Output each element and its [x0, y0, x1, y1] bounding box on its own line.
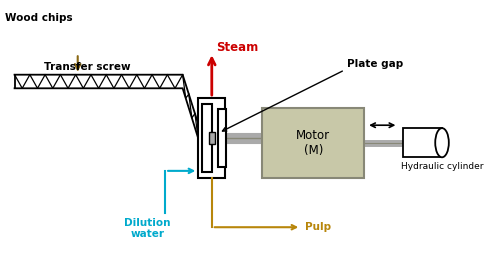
Ellipse shape — [435, 128, 449, 157]
Bar — [202, 104, 212, 172]
Bar — [403, 128, 442, 157]
Bar — [218, 109, 226, 167]
Text: Transfer screw: Transfer screw — [44, 62, 130, 72]
Text: Motor
(M): Motor (M) — [296, 129, 330, 157]
Text: Steam: Steam — [216, 41, 258, 54]
Text: Pulp: Pulp — [305, 222, 331, 232]
Text: Wood chips: Wood chips — [5, 14, 72, 24]
Bar — [262, 108, 364, 178]
Bar — [209, 132, 214, 144]
Bar — [198, 98, 226, 178]
Text: Plate gap: Plate gap — [347, 59, 403, 69]
Text: Hydraulic cylinder: Hydraulic cylinder — [401, 162, 483, 171]
Text: Dilution
water: Dilution water — [124, 218, 171, 239]
